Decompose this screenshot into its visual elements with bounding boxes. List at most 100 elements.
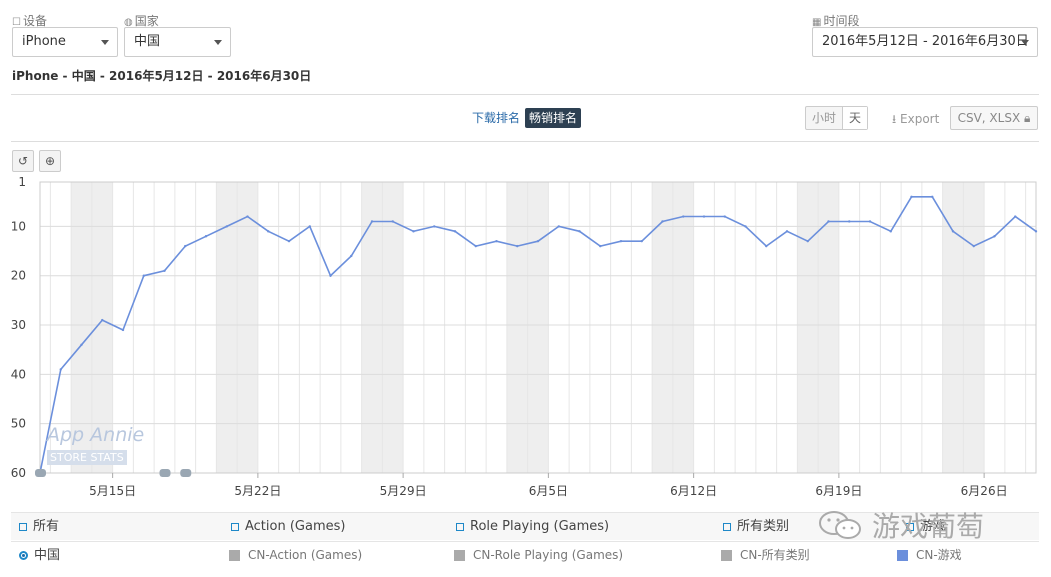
divider — [11, 94, 1039, 95]
plot-border — [39, 181, 1037, 474]
data-point — [661, 220, 664, 223]
device-select-value: iPhone — [22, 34, 66, 49]
legend-item-all-categories[interactable]: 所有类别 — [723, 513, 789, 540]
x-tick-label: 5月15日 — [89, 484, 136, 498]
legend-item-all[interactable]: 所有 — [19, 513, 59, 540]
country-select[interactable]: 中国 — [124, 27, 231, 57]
data-point — [184, 244, 187, 248]
tab-download-rank[interactable]: 下载排名 — [472, 111, 521, 125]
data-point — [308, 225, 311, 228]
chart-subtitle: iPhone - 中国 - 2016年5月12日 - 2016年6月30日 — [12, 69, 312, 83]
device-select[interactable]: iPhone — [12, 27, 118, 57]
legend-series-cn-role-playing[interactable]: CN-Role Playing (Games) — [454, 542, 623, 569]
legend-series-cn-all-categories[interactable]: CN-所有类别 — [721, 542, 810, 569]
device-label: ☐ 设备 — [12, 14, 47, 28]
radio-button[interactable] — [19, 551, 28, 560]
data-point — [848, 220, 851, 223]
y-tick-label: 10 — [11, 219, 26, 233]
data-point — [453, 230, 457, 233]
granularity-day-button[interactable]: 天 — [842, 107, 868, 129]
legend-item-role-playing[interactable]: Role Playing (Games) — [456, 513, 609, 540]
data-point — [557, 225, 560, 228]
tab-grossing-rank[interactable]: 畅销排名 — [525, 108, 582, 128]
y-tick-label: 40 — [11, 367, 26, 381]
x-tick-label: 6月26日 — [961, 484, 1008, 498]
wechat-icon — [819, 511, 861, 539]
data-point — [889, 230, 892, 233]
download-icon: ⭳ — [892, 112, 897, 126]
data-point — [785, 230, 789, 233]
series-swatch — [721, 550, 732, 561]
export-button[interactable]: ⭳ Export — [892, 112, 940, 126]
divider — [11, 141, 1039, 142]
period-select-value: 2016年5月12日 - 2016年6月30日 — [822, 34, 1029, 49]
data-point — [142, 274, 145, 277]
y-tick-label: 20 — [11, 269, 26, 283]
csv-xlsx-button[interactable]: CSV, XLSX 🔒︎ — [950, 106, 1038, 130]
legend-row-series: 中国 CN-Action (Games) CN-Role Playing (Ga… — [11, 541, 1039, 569]
legend-series-cn-games[interactable]: CN-游戏 — [897, 542, 962, 569]
globe-icon: ◍ — [124, 17, 133, 28]
chevron-down-icon — [214, 40, 222, 45]
data-point — [59, 368, 62, 371]
data-point — [163, 269, 166, 272]
data-point — [806, 239, 809, 243]
legend-item-action[interactable]: Action (Games) — [231, 513, 345, 540]
data-point — [578, 230, 581, 233]
note-bubble-icon — [180, 469, 192, 477]
series-swatch — [897, 550, 908, 561]
x-tick-label: 6月19日 — [815, 484, 862, 498]
data-point — [619, 239, 623, 243]
data-point — [225, 225, 228, 228]
data-point — [702, 215, 706, 218]
lock-icon: 🔒︎ — [1024, 111, 1031, 125]
data-point — [287, 239, 291, 243]
calendar-icon: ▦ — [812, 17, 822, 28]
data-point — [1014, 215, 1017, 218]
legend-item-china[interactable]: 中国 — [19, 542, 60, 569]
data-point — [412, 230, 415, 233]
period-select[interactable]: 2016年5月12日 - 2016年6月30日 — [812, 27, 1038, 57]
zoom-button[interactable]: ⊕ — [39, 150, 61, 172]
data-point — [267, 230, 270, 233]
series-swatch — [454, 550, 465, 561]
data-point — [246, 215, 249, 218]
data-point — [204, 235, 208, 238]
chevron-down-icon — [1021, 40, 1029, 45]
app-annie-watermark: App Annie — [47, 424, 145, 446]
data-point — [910, 195, 913, 198]
period-label: ▦ 时间段 — [812, 14, 860, 28]
checkbox[interactable] — [906, 522, 914, 531]
data-point — [723, 215, 726, 218]
data-point — [391, 220, 394, 223]
y-tick-label: 60 — [11, 466, 26, 480]
note-bubble-icon — [159, 469, 171, 477]
legend-item-games[interactable]: 游戏 — [906, 513, 946, 540]
data-point — [972, 244, 975, 248]
checkbox[interactable] — [456, 522, 464, 531]
data-point — [682, 215, 685, 218]
x-tick-label: 6月5日 — [529, 484, 568, 498]
data-point — [350, 254, 353, 258]
store-stats-watermark: STORE STATS — [47, 450, 127, 465]
checkbox[interactable] — [19, 522, 27, 531]
legend-row-categories: 所有 Action (Games) Role Playing (Games) 所… — [11, 512, 1039, 540]
checkbox[interactable] — [723, 522, 731, 531]
data-point — [599, 244, 602, 248]
legend-series-cn-action[interactable]: CN-Action (Games) — [229, 542, 362, 569]
country-label: ◍ 国家 — [124, 14, 159, 28]
reset-zoom-button[interactable]: ↺ — [12, 150, 34, 172]
y-tick-label: 1 — [18, 175, 26, 189]
data-point — [744, 225, 747, 228]
data-point — [868, 220, 872, 223]
checkbox[interactable] — [231, 522, 239, 531]
data-point — [121, 328, 125, 332]
data-point — [536, 239, 540, 243]
y-tick-label: 50 — [11, 417, 26, 431]
undo-icon: ↺ — [17, 154, 29, 168]
granularity-hour-button[interactable]: 小时 — [812, 111, 837, 125]
zoom-icon: ⊕ — [44, 154, 56, 168]
data-point — [931, 195, 934, 198]
data-point — [370, 220, 374, 223]
rank-chart: 1 10 20 30 40 50 60 5月15日 5月22日 5月29日 6月5日 6月12日 6月1… — [11, 175, 1038, 498]
